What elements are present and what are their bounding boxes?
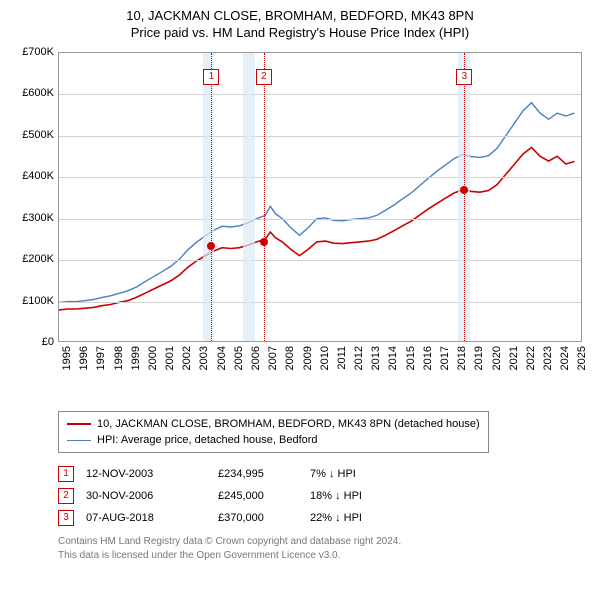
x-axis-label: 2012 — [353, 346, 365, 376]
sales-row: 3 07-AUG-2018 £370,000 22% ↓ HPI — [58, 507, 590, 529]
x-axis-label: 2015 — [405, 346, 417, 376]
gridline — [59, 302, 581, 303]
x-axis-label: 2022 — [525, 346, 537, 376]
legend: 10, JACKMAN CLOSE, BROMHAM, BEDFORD, MK4… — [58, 411, 489, 453]
x-axis-label: 2002 — [181, 346, 193, 376]
x-axis-label: 1998 — [113, 346, 125, 376]
y-axis-label: £100K — [14, 295, 54, 307]
plot-area: 1 2 3 — [58, 52, 582, 342]
y-axis-label: £600K — [14, 87, 54, 99]
y-axis-label: £200K — [14, 253, 54, 265]
x-axis-label: 2011 — [336, 346, 348, 376]
footer-line2: This data is licensed under the Open Gov… — [58, 549, 590, 563]
line-series-svg — [59, 53, 583, 343]
x-axis-label: 2009 — [302, 346, 314, 376]
y-axis-label: £0 — [14, 336, 54, 348]
y-axis-label: £400K — [14, 170, 54, 182]
sales-num: 2 — [58, 488, 74, 504]
series-property — [59, 148, 574, 310]
sales-num: 3 — [58, 510, 74, 526]
gridline — [59, 136, 581, 137]
x-axis-label: 2001 — [164, 346, 176, 376]
x-axis-label: 2010 — [319, 346, 331, 376]
title-address: 10, JACKMAN CLOSE, BROMHAM, BEDFORD, MK4… — [10, 8, 590, 23]
series-hpi — [59, 103, 574, 303]
legend-swatch — [67, 440, 91, 441]
legend-swatch — [67, 423, 91, 425]
y-axis-label: £300K — [14, 212, 54, 224]
x-axis-label: 2004 — [216, 346, 228, 376]
x-axis-label: 2021 — [508, 346, 520, 376]
event-marker-box: 3 — [456, 69, 472, 85]
x-axis-label: 2007 — [267, 346, 279, 376]
event-vline — [464, 53, 465, 341]
title-subtitle: Price paid vs. HM Land Registry's House … — [10, 25, 590, 40]
sales-num: 1 — [58, 466, 74, 482]
sales-table: 1 12-NOV-2003 £234,995 7% ↓ HPI 2 30-NOV-2006… — [58, 463, 590, 529]
x-axis-label: 2000 — [147, 346, 159, 376]
x-axis-label: 2016 — [422, 346, 434, 376]
x-axis-label: 2008 — [284, 346, 296, 376]
x-axis-label: 1995 — [61, 346, 73, 376]
x-axis-label: 2005 — [233, 346, 245, 376]
event-dot — [460, 186, 468, 194]
x-axis-label: 1997 — [95, 346, 107, 376]
legend-label: HPI: Average price, detached house, Bedf… — [97, 434, 318, 446]
x-axis-label: 2006 — [250, 346, 262, 376]
x-axis-label: 1999 — [130, 346, 142, 376]
x-axis-label: 2024 — [559, 346, 571, 376]
event-vline — [264, 53, 265, 341]
y-axis-label: £700K — [14, 46, 54, 58]
x-axis-label: 2018 — [456, 346, 468, 376]
x-axis-label: 2019 — [473, 346, 485, 376]
shaded-range — [243, 53, 255, 341]
gridline — [59, 94, 581, 95]
gridline — [59, 260, 581, 261]
event-marker-box: 1 — [203, 69, 219, 85]
sales-row: 2 30-NOV-2006 £245,000 18% ↓ HPI — [58, 485, 590, 507]
chart-container: 10, JACKMAN CLOSE, BROMHAM, BEDFORD, MK4… — [0, 0, 600, 570]
event-marker-box: 2 — [256, 69, 272, 85]
x-axis-label: 1996 — [78, 346, 90, 376]
sales-date: 07-AUG-2018 — [86, 512, 206, 524]
legend-label: 10, JACKMAN CLOSE, BROMHAM, BEDFORD, MK4… — [97, 418, 480, 430]
title-block: 10, JACKMAN CLOSE, BROMHAM, BEDFORD, MK4… — [10, 8, 590, 40]
footer-line1: Contains HM Land Registry data © Crown c… — [58, 535, 590, 549]
legend-row: 10, JACKMAN CLOSE, BROMHAM, BEDFORD, MK4… — [67, 416, 480, 432]
sales-price: £370,000 — [218, 512, 298, 524]
sales-row: 1 12-NOV-2003 £234,995 7% ↓ HPI — [58, 463, 590, 485]
legend-row: HPI: Average price, detached house, Bedf… — [67, 432, 480, 448]
x-axis-label: 2025 — [576, 346, 588, 376]
sales-pct: 22% ↓ HPI — [310, 512, 420, 524]
event-dot — [207, 242, 215, 250]
x-axis-label: 2017 — [439, 346, 451, 376]
footer: Contains HM Land Registry data © Crown c… — [58, 535, 590, 562]
x-axis-label: 2003 — [198, 346, 210, 376]
sales-pct: 18% ↓ HPI — [310, 490, 420, 502]
sales-pct: 7% ↓ HPI — [310, 468, 420, 480]
sales-date: 12-NOV-2003 — [86, 468, 206, 480]
gridline — [59, 177, 581, 178]
sales-price: £245,000 — [218, 490, 298, 502]
sales-price: £234,995 — [218, 468, 298, 480]
x-axis-label: 2013 — [370, 346, 382, 376]
y-axis-label: £500K — [14, 129, 54, 141]
event-vline — [211, 53, 212, 341]
plot-wrap: 1 2 3 £0 £100K £200K £300K £400K £500K £600K £700… — [10, 46, 590, 376]
x-axis-label: 2020 — [491, 346, 503, 376]
x-axis-label: 2014 — [387, 346, 399, 376]
event-dot — [260, 238, 268, 246]
gridline — [59, 219, 581, 220]
sales-date: 30-NOV-2006 — [86, 490, 206, 502]
x-axis-label: 2023 — [542, 346, 554, 376]
